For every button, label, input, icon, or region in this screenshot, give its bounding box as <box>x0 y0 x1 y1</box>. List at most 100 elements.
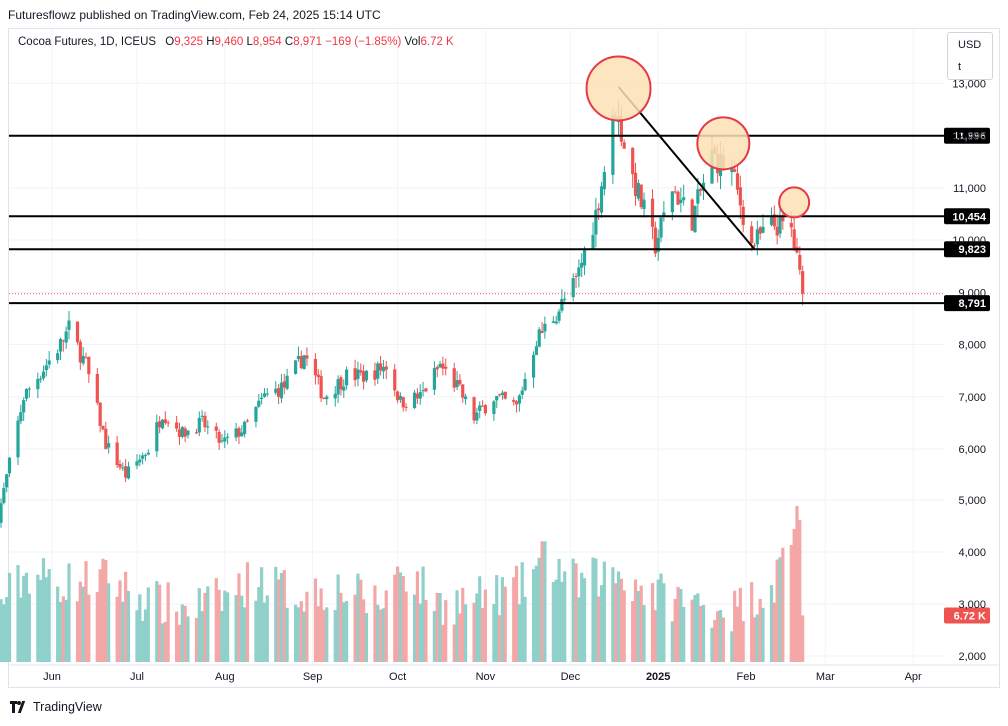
candle-body <box>792 229 796 249</box>
candle-body <box>455 380 459 388</box>
x-tick-label: Sep <box>303 671 323 683</box>
volume-bar <box>693 595 697 662</box>
candle-body <box>735 173 740 190</box>
candle-body <box>395 391 400 401</box>
candle-body <box>98 402 102 426</box>
candle-body <box>611 115 615 175</box>
volume-bar <box>339 592 343 662</box>
candle-body <box>415 393 420 399</box>
candle-body <box>492 401 496 415</box>
volume-bar <box>98 569 102 662</box>
volume-bar <box>155 581 159 662</box>
symbol-name: Cocoa Futures, 1D, ICEUS <box>18 36 157 48</box>
candle-body <box>636 183 640 199</box>
volume-bar <box>495 575 499 662</box>
candle-body <box>257 400 261 407</box>
candle-body <box>19 412 23 422</box>
volume-bar <box>418 603 422 662</box>
candle-body <box>701 182 706 191</box>
volume-bar <box>591 557 595 662</box>
volume-bar <box>381 608 386 662</box>
candle-body <box>166 422 170 424</box>
unit-label: t <box>958 61 962 73</box>
volume-bar <box>412 594 417 662</box>
candle-body <box>285 375 289 389</box>
volume-bar <box>364 613 369 662</box>
volume-bar <box>404 591 408 662</box>
candle-body <box>115 442 119 466</box>
candle-body <box>642 199 646 210</box>
volume-bar <box>356 573 360 662</box>
volume-bar <box>798 520 802 662</box>
volume-bar <box>342 602 346 662</box>
volume-bar <box>146 587 150 662</box>
time-axis: Jun Jul Aug Sep Oct Nov Dec 2025 Feb Mar Apr <box>9 664 999 683</box>
volume-bar <box>636 590 640 662</box>
candle-body <box>659 217 663 238</box>
candle-body <box>359 370 363 373</box>
x-tick-label: Aug <box>215 671 235 683</box>
volume-bar <box>353 594 357 662</box>
currency-unit-button[interactable]: USD t <box>947 32 993 80</box>
candle-body <box>274 388 278 393</box>
y-tick-label: 13,000 <box>952 78 986 90</box>
candle-body <box>282 381 286 388</box>
volume-bar <box>141 620 145 662</box>
candle-body <box>336 379 340 395</box>
candle-body <box>512 400 516 402</box>
volume-bar <box>384 590 388 662</box>
candle-body <box>237 428 241 437</box>
volume-bar <box>670 621 674 662</box>
candle-body <box>0 503 3 523</box>
candle-body <box>344 369 349 386</box>
candle-body <box>75 321 80 343</box>
volume-bar <box>279 572 284 662</box>
candle-body <box>333 393 337 399</box>
volume-bar <box>39 579 43 662</box>
candle-body <box>540 331 544 334</box>
candle-body <box>36 378 40 390</box>
candle-body <box>143 455 148 457</box>
volume-bar <box>19 597 23 662</box>
volume-bars <box>0 505 805 662</box>
volume-bar <box>733 590 737 662</box>
volume-bar <box>126 590 131 662</box>
candle-body <box>126 466 131 479</box>
volume-bar <box>580 572 584 662</box>
volume-bar <box>503 586 507 662</box>
volume-bar <box>696 593 700 662</box>
candle-body <box>676 191 680 205</box>
candle-body <box>180 427 184 437</box>
x-tick-label: Feb <box>737 671 756 683</box>
volume-bar <box>194 617 199 662</box>
candle-body <box>322 398 326 400</box>
candle-body <box>554 321 558 324</box>
x-tick-label: Jun <box>43 671 61 683</box>
volume-bar <box>58 602 63 662</box>
footer-brand[interactable]: TradingView <box>10 700 102 714</box>
candle-body <box>95 373 99 403</box>
currency-label: USD <box>958 39 982 51</box>
candle-body <box>475 412 479 421</box>
key-level-tag <box>944 208 990 225</box>
candle-body <box>277 388 281 397</box>
high-label: H <box>206 36 215 48</box>
volume-bar <box>325 607 329 662</box>
volume-bar <box>376 604 380 662</box>
volume-bar <box>36 574 40 662</box>
candle-body <box>577 267 581 277</box>
candle-body <box>483 405 487 414</box>
candle-body <box>158 421 162 428</box>
volume-bar <box>659 573 663 662</box>
volume-bar <box>294 604 298 662</box>
volume-bar <box>475 593 479 662</box>
brand-name: TradingView <box>33 700 102 714</box>
candle-body <box>758 227 762 234</box>
volume-bar <box>344 600 349 662</box>
open-value: 9,325 <box>174 36 203 48</box>
candle-body <box>78 341 82 363</box>
volume-bar <box>285 607 289 662</box>
volume-bar <box>735 606 740 662</box>
volume-bar <box>361 599 366 662</box>
